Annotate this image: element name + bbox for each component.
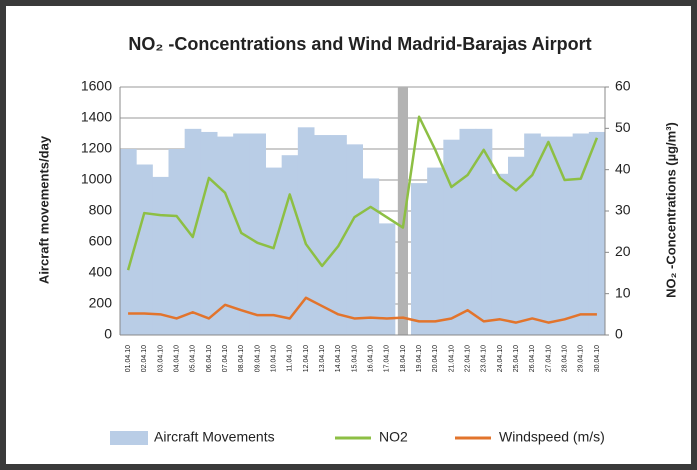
x-tick-label: 02.04.10 [141, 345, 148, 372]
line-series [128, 296, 597, 324]
legend-label: Windspeed (m/s) [499, 429, 605, 445]
x-tick-label: 20.04.10 [432, 345, 439, 372]
y-tick-label: 600 [89, 233, 113, 249]
y2-tick-label: 10 [615, 284, 631, 300]
area-step [152, 176, 169, 335]
area-step [508, 156, 525, 335]
area-step [346, 144, 363, 335]
y2-tick-label: 50 [615, 119, 631, 135]
area-step [411, 183, 428, 335]
x-tick-label: 28.04.10 [561, 345, 568, 372]
legend-label: NO2 [379, 429, 408, 445]
x-tick-label: 09.04.10 [254, 345, 261, 372]
area-step [427, 167, 444, 335]
y-tick-label: 1200 [81, 140, 112, 156]
x-tick-label: 26.04.10 [529, 345, 536, 372]
y2-tick-label: 60 [615, 78, 631, 94]
x-tick-label: 22.04.10 [464, 345, 471, 372]
y2-tick-label: 0 [615, 326, 623, 342]
x-tick-label: 18.04.10 [400, 345, 407, 372]
area-step [200, 131, 218, 335]
area-step [491, 173, 509, 335]
area-step [443, 139, 460, 335]
legend-label: Aircraft Movements [154, 429, 275, 445]
area-step [120, 149, 137, 335]
area-step [281, 155, 299, 335]
area-step [378, 223, 396, 335]
x-tick-label: 11.04.10 [287, 345, 294, 372]
x-tick-label: 05.04.10 [190, 345, 197, 372]
area-step [572, 133, 590, 335]
x-tick-label: 23.04.10 [481, 345, 488, 372]
y-tick-label: 400 [89, 264, 113, 280]
y-tick-label: 1600 [81, 78, 112, 94]
y2-axis-label: NO₂ -Concentrations (µg/m³) [663, 122, 678, 298]
y-tick-label: 0 [104, 326, 112, 342]
x-tick-label: 04.04.10 [173, 345, 180, 372]
x-tick-label: 03.04.10 [157, 345, 164, 372]
y2-tick-label: 30 [615, 202, 631, 218]
area-step [475, 128, 493, 335]
x-tick-label: 25.04.10 [513, 345, 520, 372]
area-step [556, 136, 574, 335]
y2-tick-label: 20 [615, 243, 631, 259]
y-tick-label: 200 [89, 295, 113, 311]
area-step [330, 135, 347, 335]
area-step [362, 178, 380, 335]
area-step [459, 128, 477, 335]
x-tick-label: 12.04.10 [303, 345, 310, 372]
x-tick-label: 10.04.10 [270, 345, 277, 372]
x-tick-label: 01.04.10 [125, 345, 132, 372]
x-tick-label: 27.04.10 [545, 345, 552, 372]
x-tick-label: 15.04.10 [351, 345, 358, 372]
y-tick-label: 800 [89, 202, 113, 218]
x-tick-label: 19.04.10 [416, 345, 423, 372]
x-tick-label: 14.04.10 [335, 345, 342, 372]
x-tick-label: 30.04.10 [594, 345, 601, 372]
x-tick-label: 06.04.10 [206, 345, 213, 372]
area-step [297, 127, 315, 335]
area-step [265, 167, 283, 335]
area-step [524, 133, 541, 335]
x-tick-label: 07.04.10 [222, 345, 229, 372]
line-series [126, 115, 599, 271]
y2-tick-label: 40 [615, 160, 631, 176]
y-tick-label: 1400 [81, 109, 112, 125]
area-step [588, 131, 606, 335]
area-step [168, 149, 186, 335]
x-tick-label: 13.04.10 [319, 345, 326, 372]
chart-title: NO₂ -Concentrations and Wind Madrid-Bara… [128, 34, 591, 54]
x-tick-label: 21.04.10 [448, 345, 455, 372]
x-tick-label: 17.04.10 [384, 345, 391, 372]
x-tick-label: 08.04.10 [238, 345, 245, 372]
area-step [217, 136, 234, 335]
y-tick-label: 1000 [81, 171, 112, 187]
x-tick-label: 16.04.10 [367, 345, 374, 372]
area-step [249, 133, 266, 335]
area-step [314, 135, 331, 335]
x-tick-label: 24.04.10 [497, 345, 504, 372]
y-axis-label: Aircraft movements/day [36, 135, 51, 284]
area-step [136, 164, 153, 335]
x-tick-label: 29.04.10 [578, 345, 585, 372]
legend-swatch [110, 431, 148, 445]
area-step [540, 136, 557, 335]
highlight-band [397, 87, 408, 335]
